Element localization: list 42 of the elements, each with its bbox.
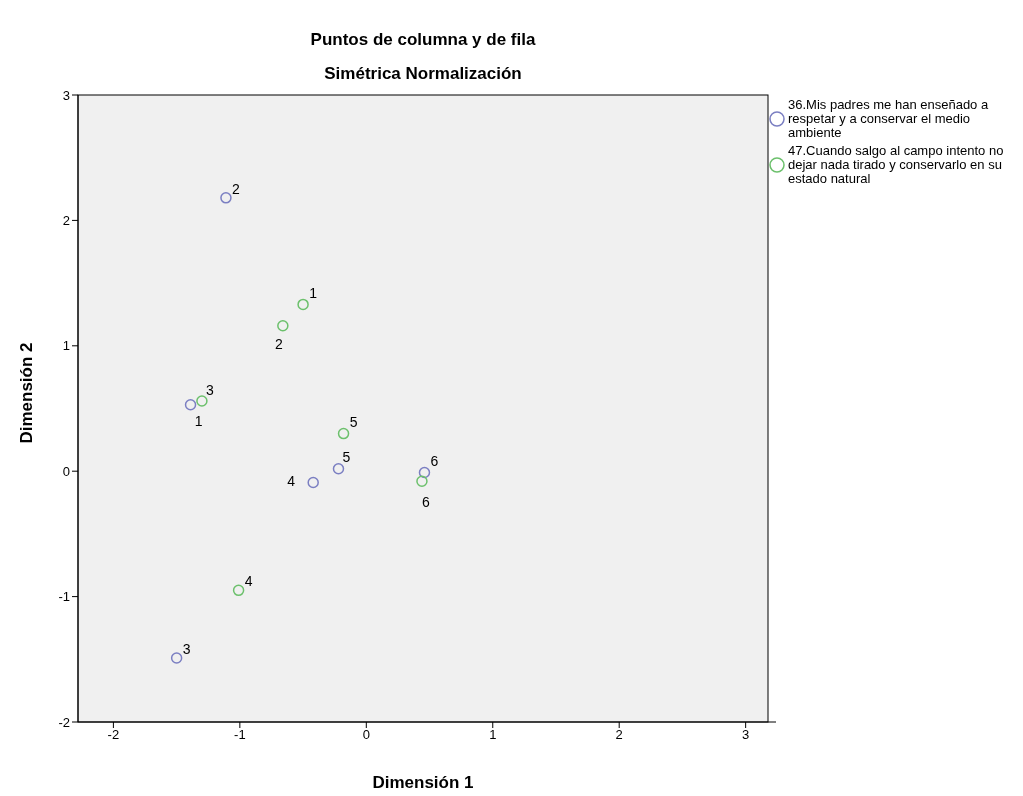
x-tick-label: -1 <box>234 727 246 743</box>
chart-subtitle: Simétrica Normalización <box>323 64 523 84</box>
legend-label: 36.Mis padres me han enseñado a respetar y a conservar el medio ambiente <box>788 97 990 140</box>
point <box>170 652 183 664</box>
x-axis-title: Dimensión 1 <box>371 773 475 793</box>
annotation: 5 <box>342 449 351 466</box>
chart-title: Puntos de columna y de fila <box>309 30 537 50</box>
annotation: 6 <box>430 453 439 470</box>
annotation: 3 <box>206 381 215 398</box>
y-tick-label: -1 <box>58 589 70 605</box>
annotation: 6 <box>422 493 431 510</box>
point <box>332 462 345 475</box>
point <box>232 584 245 597</box>
point <box>184 398 197 411</box>
point <box>297 298 309 311</box>
x-tick-label: 1 <box>489 727 497 743</box>
y-tick-label: 3 <box>62 87 70 103</box>
annotation: 2 <box>232 180 241 197</box>
y-tick-label: 1 <box>62 338 70 354</box>
annotation: 4 <box>287 473 296 490</box>
point <box>196 395 208 407</box>
point <box>277 319 289 332</box>
y-tick-label: 0 <box>62 463 70 479</box>
point <box>220 192 232 204</box>
annotation: 4 <box>244 573 253 590</box>
annotation: 3 <box>182 640 191 657</box>
point <box>418 466 431 479</box>
x-tick-label: 2 <box>615 727 623 743</box>
annotation: 2 <box>274 336 283 353</box>
x-tick-label: 0 <box>362 727 370 743</box>
x-tick-label: -2 <box>107 727 120 743</box>
y-axis-title: Dimensión 2 <box>17 342 37 444</box>
annotation: 1 <box>309 285 318 302</box>
legend-label: 47.Cuando salgo al campo intento no dejar nada tirado y conservarlo en su estado natural <box>788 143 1005 186</box>
annotation: 5 <box>349 414 358 431</box>
y-tick-label: -2 <box>58 714 70 730</box>
point <box>337 427 350 440</box>
annotation: 1 <box>194 413 203 430</box>
point <box>416 475 428 487</box>
x-tick-label: 3 <box>742 727 750 743</box>
y-tick-label: 2 <box>62 213 70 229</box>
point <box>307 476 319 489</box>
